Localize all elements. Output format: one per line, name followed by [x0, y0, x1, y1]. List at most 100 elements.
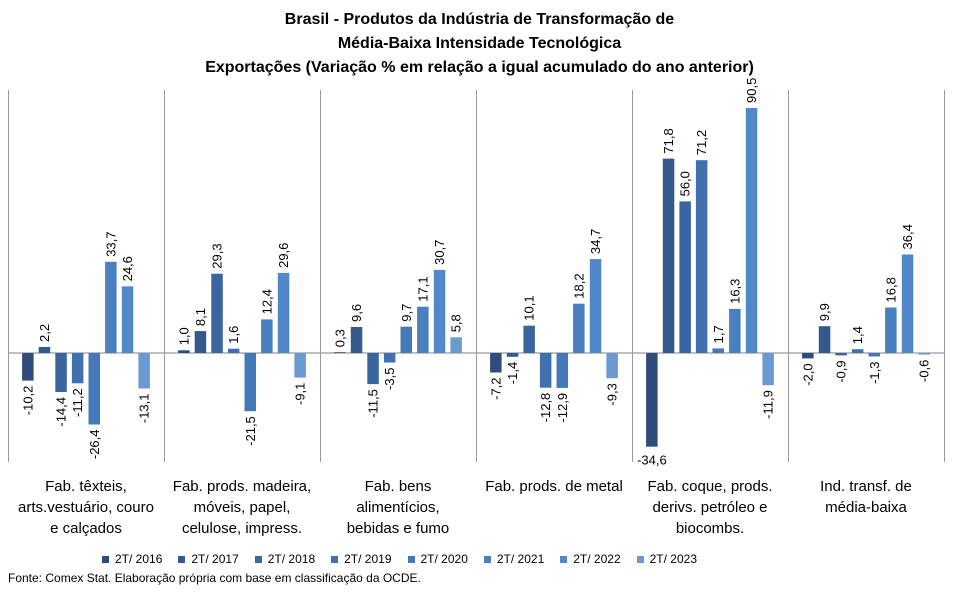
- data-label: -9,3: [605, 383, 620, 405]
- data-label: 16,8: [883, 277, 898, 302]
- bar: [885, 307, 897, 353]
- data-label: 1,4: [850, 326, 865, 344]
- category-label: Fab. bens alimentícios, bebidas e fumo: [322, 476, 474, 539]
- data-label: -0,9: [834, 360, 849, 382]
- data-label: -11,2: [70, 388, 85, 417]
- legend-item: 2T/ 2021: [483, 552, 544, 566]
- data-label: 18,2: [571, 273, 586, 298]
- data-label: 9,7: [399, 304, 414, 322]
- data-label: 10,1: [522, 295, 537, 320]
- bar: [433, 269, 446, 353]
- category-label-line: Fab. bens: [364, 478, 432, 495]
- bar: [646, 353, 658, 447]
- legend-swatch: [407, 555, 415, 563]
- data-label: -34,6: [637, 453, 667, 468]
- data-label: 71,2: [694, 130, 709, 155]
- bar: [729, 308, 741, 353]
- data-label: -12,9: [555, 393, 570, 423]
- category-label: Fab. prods. madeira, móveis, papel, celulo…: [166, 476, 318, 539]
- data-label: 71,8: [661, 128, 676, 153]
- bar: [383, 353, 396, 363]
- bar: [88, 353, 100, 425]
- category-label: Fab. prods. de metal: [478, 476, 630, 497]
- legend-swatch: [254, 555, 262, 563]
- data-label: 12,4: [259, 289, 274, 314]
- category-label-line: Ind. transf. de: [820, 478, 912, 495]
- bar: [138, 353, 150, 389]
- category-label: Fab. coque, prods. derivs. petróleo e bioc…: [634, 476, 786, 539]
- bar: [695, 160, 708, 353]
- data-label: -3,5: [382, 368, 397, 390]
- chart-title-line-1: Brasil - Produtos da Indústria de Transf…: [284, 11, 675, 28]
- data-label: 30,7: [432, 240, 447, 265]
- bar: [105, 261, 117, 353]
- category-label-line: alimentícios,: [356, 499, 440, 516]
- data-label: -11,5: [366, 389, 381, 418]
- data-label: 29,3: [210, 243, 225, 268]
- legend-label: 2T/ 2023: [649, 552, 697, 566]
- data-label: -7,2: [488, 378, 503, 400]
- legend-swatch: [102, 555, 109, 563]
- legend-label: 2T/ 2022: [573, 552, 621, 566]
- data-label: 33,7: [103, 231, 118, 256]
- legend-swatch: [636, 555, 644, 563]
- bar: [227, 348, 240, 353]
- bar: [38, 347, 51, 353]
- data-label: 1,6: [226, 326, 241, 344]
- bar: [506, 353, 519, 357]
- bar: [712, 348, 724, 353]
- bar: [918, 353, 930, 355]
- bar: [350, 327, 363, 353]
- bar: [818, 326, 831, 353]
- data-label: 9,9: [817, 303, 832, 321]
- bar: [450, 337, 462, 353]
- category-label-line: biocombs.: [675, 520, 745, 537]
- bar: [211, 273, 223, 353]
- bar: [679, 201, 691, 353]
- chart-legend: 2T/ 2016 2T/ 2017 2T/ 2018 2T/ 2019 2T/ 2020…: [102, 549, 713, 569]
- data-label: -1,4: [505, 362, 520, 384]
- category-label-line: arts.vestuário, couro: [18, 499, 154, 516]
- legend-item: 2T/ 2017: [178, 552, 239, 566]
- bar: [745, 108, 758, 353]
- bar: [539, 353, 552, 388]
- bar: [523, 325, 535, 353]
- bar: [417, 306, 429, 353]
- data-label: -1,3: [867, 362, 882, 384]
- chart-title-line-3: Exportações (Variação % em relação a igu…: [205, 59, 754, 76]
- data-label: -10,2: [20, 386, 35, 416]
- category-label-line: Fab. prods. madeira,: [172, 478, 312, 495]
- category-label-line: móveis, papel,: [193, 499, 291, 516]
- legend-item: 2T/ 2023: [636, 552, 697, 566]
- bar: [835, 353, 847, 356]
- bar: [194, 331, 207, 353]
- bar: [71, 353, 84, 384]
- category-label-line: e calçados: [50, 520, 122, 537]
- legend-item: 2T/ 2022: [560, 552, 621, 566]
- legend-item: 2T/ 2020: [407, 552, 468, 566]
- source-note: Fonte: Comex Stat. Elaboração própria co…: [8, 571, 421, 585]
- data-label: -12,8: [538, 393, 553, 423]
- data-label: -2,0: [800, 363, 815, 385]
- bar: [55, 353, 67, 392]
- data-label: -9,1: [293, 383, 308, 405]
- bar: [662, 158, 675, 353]
- chart-title-line-2: Média-Baixa Intensidade Tecnológica: [337, 35, 622, 52]
- bar: [802, 353, 814, 359]
- bar: [589, 259, 602, 353]
- bar: [367, 353, 379, 385]
- bar: [556, 353, 568, 388]
- category-label: Fab. têxteis, arts.vestuário, couro e calç…: [10, 476, 162, 539]
- category-label-line: derivs. petróleo e: [652, 499, 768, 516]
- data-label: 17,1: [415, 276, 430, 301]
- legend-item: 2T/ 2016: [102, 552, 162, 566]
- bar: [22, 353, 34, 381]
- data-label: 16,3: [727, 279, 742, 304]
- bar: [573, 303, 585, 353]
- data-label: 24,6: [120, 256, 135, 281]
- bar: [868, 353, 880, 357]
- data-label: 8,1: [193, 308, 208, 326]
- bar: [334, 352, 346, 353]
- data-label: 9,6: [349, 304, 364, 322]
